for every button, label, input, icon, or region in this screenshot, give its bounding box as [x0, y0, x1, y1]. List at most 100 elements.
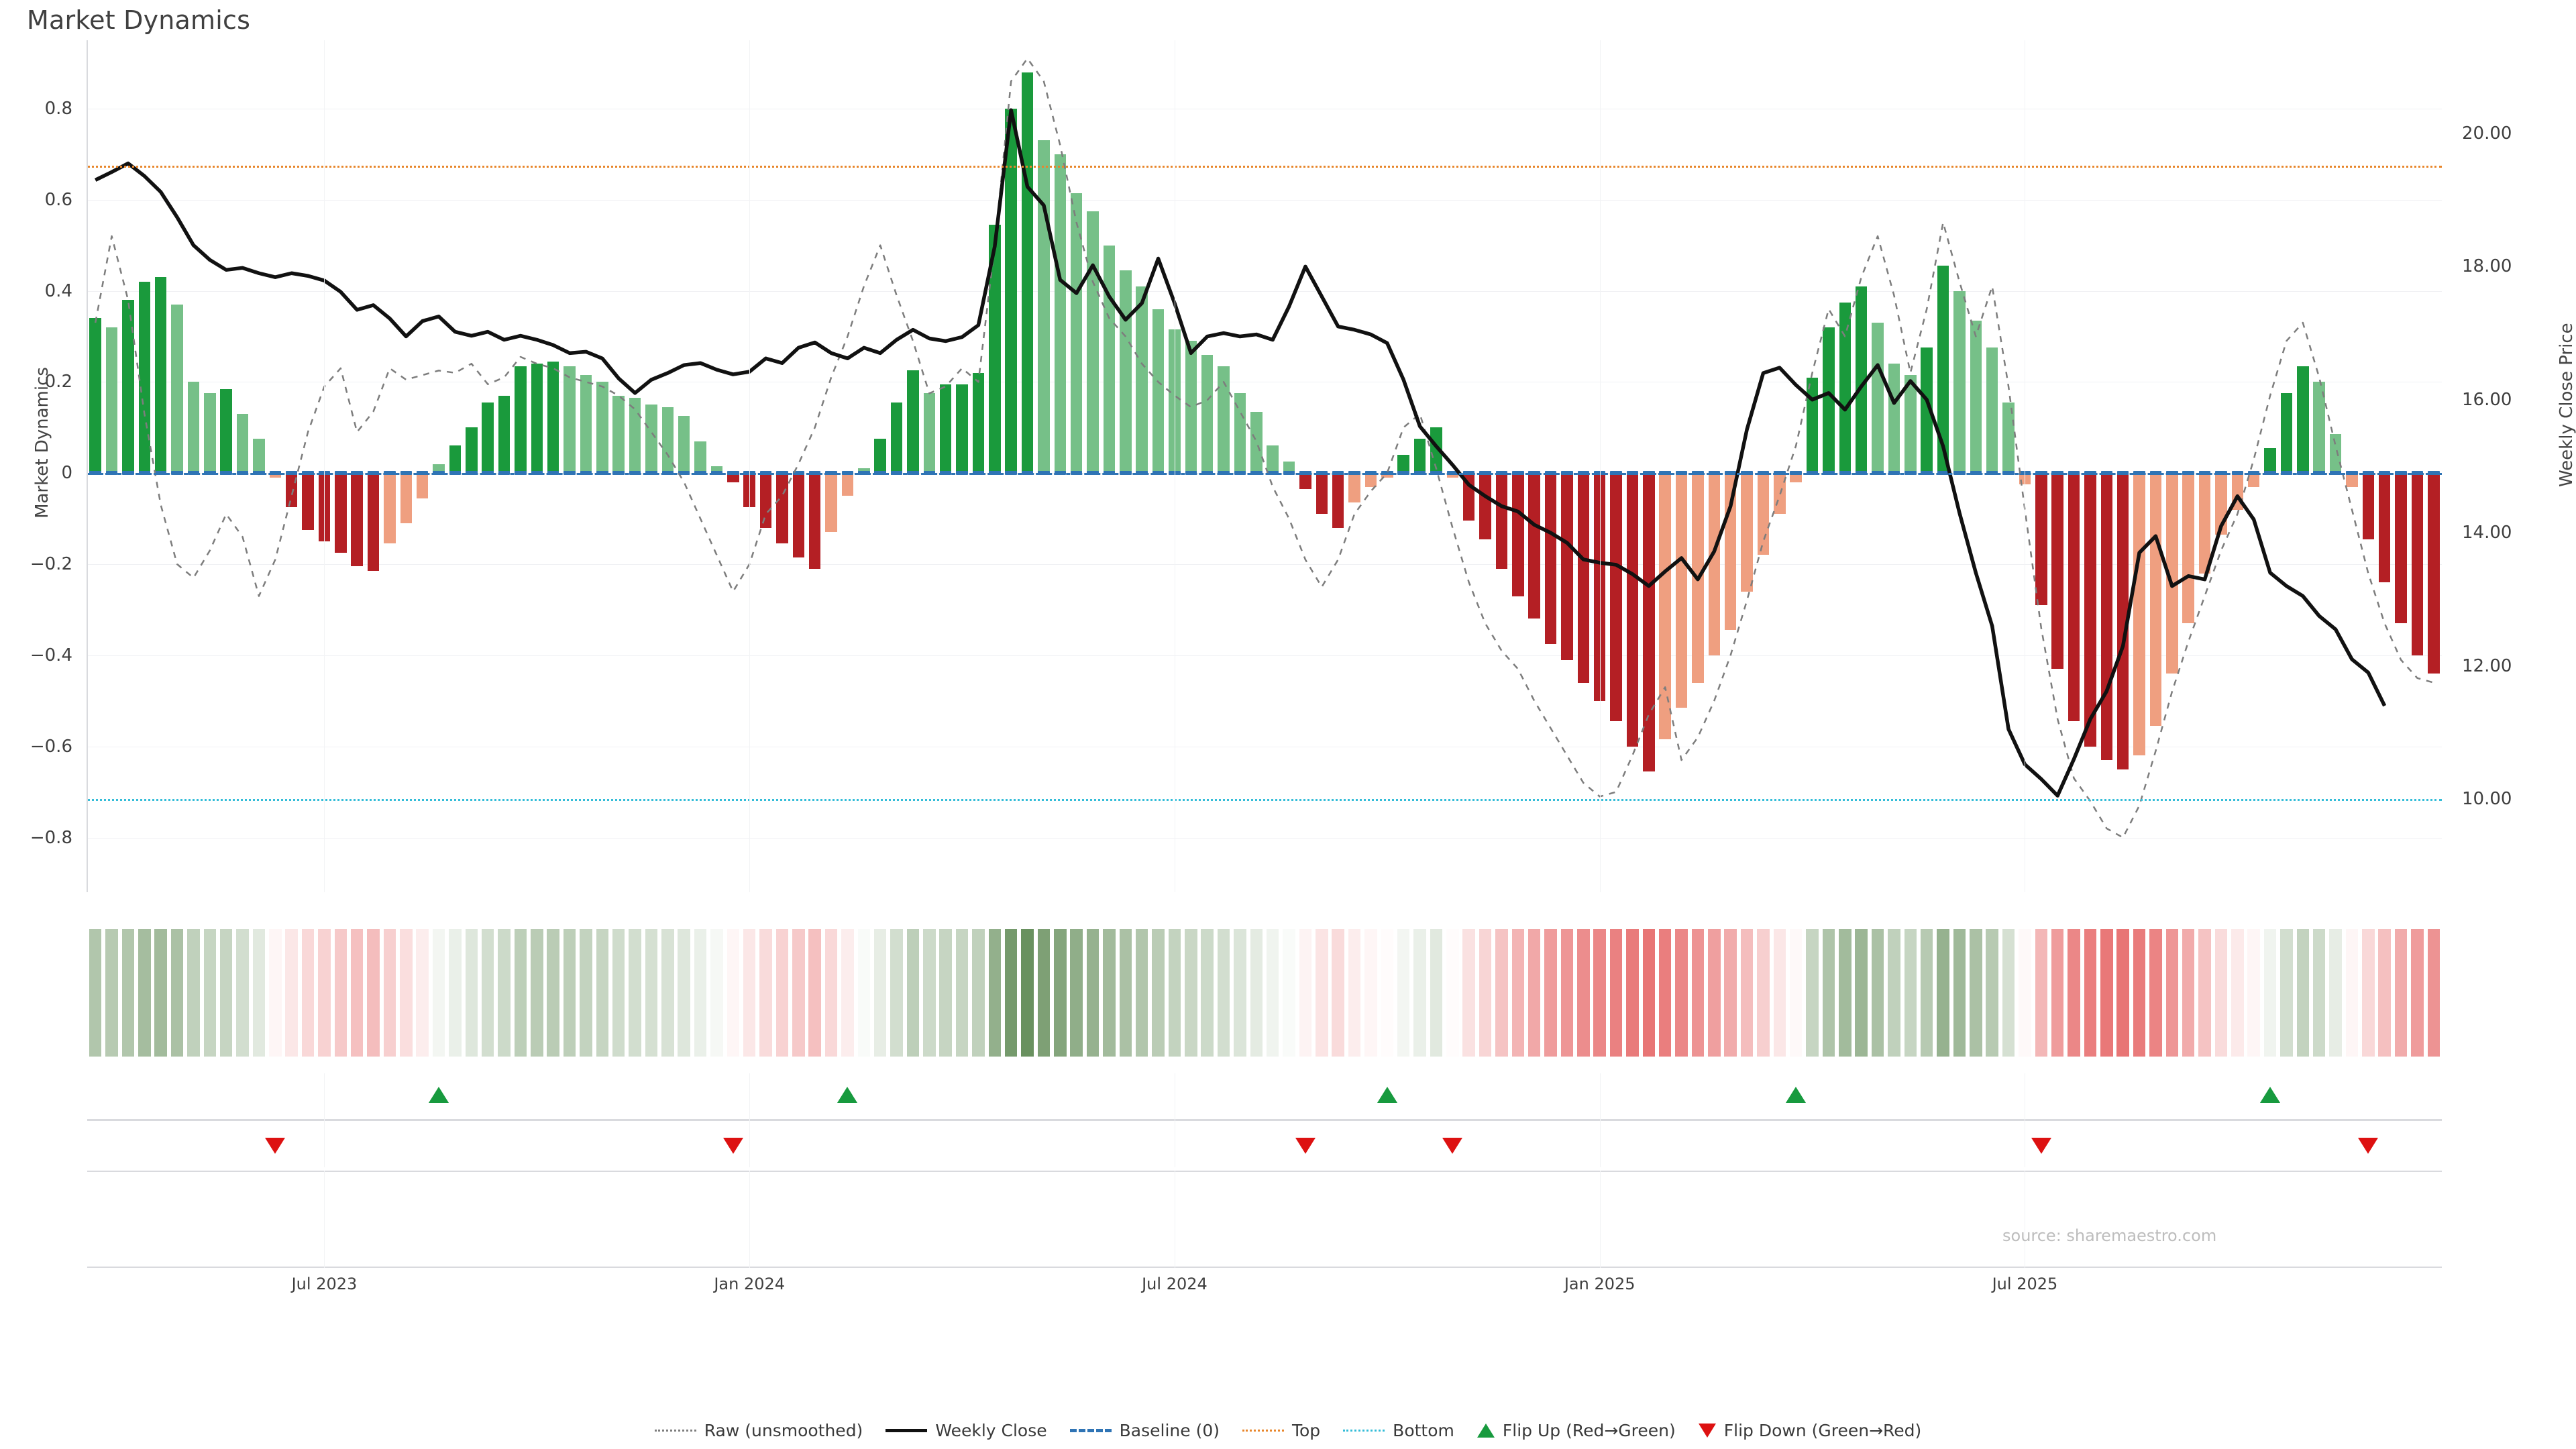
heatmap-cell — [1086, 929, 1099, 1057]
momentum-bar — [596, 382, 608, 474]
flip-up-marker[interactable] — [2260, 1087, 2281, 1103]
heatmap-cell — [2296, 929, 2310, 1057]
flip-down-marker[interactable] — [722, 1138, 743, 1154]
heatmap-cell — [1446, 929, 1459, 1057]
momentum-bar — [645, 405, 657, 474]
heatmap-cell — [1789, 929, 1803, 1057]
momentum-bar — [1823, 327, 1835, 474]
momentum-bar — [1479, 473, 1491, 539]
heatmap-cell — [2068, 929, 2080, 1057]
flip-down-marker[interactable] — [265, 1138, 286, 1154]
momentum-bar — [1610, 473, 1622, 722]
raw-line-icon — [654, 1430, 696, 1432]
flip-down-marker[interactable] — [2358, 1138, 2379, 1154]
momentum-bar — [416, 473, 429, 498]
flip-down-marker[interactable] — [1295, 1138, 1316, 1154]
legend-item-baseline[interactable]: Baseline (0) — [1069, 1421, 1220, 1440]
momentum-bar — [1888, 364, 1900, 474]
heatmap-cell — [1953, 929, 1966, 1057]
momentum-bar — [1839, 302, 1851, 474]
flip-axis-line — [87, 1119, 2442, 1121]
heatmap-cell — [269, 929, 282, 1057]
y-tick-left: 0.6 — [44, 189, 72, 210]
legend-item-flip-up[interactable]: Flip Up (Red→Green) — [1477, 1421, 1676, 1440]
heatmap-cell — [1234, 929, 1246, 1057]
momentum-bar — [154, 277, 167, 474]
heatmap-cell — [531, 929, 543, 1057]
momentum-bar — [482, 402, 494, 474]
gridline — [87, 290, 2442, 292]
heatmap-cell — [580, 929, 592, 1057]
heatmap-cell — [1299, 929, 1312, 1057]
momentum-bar — [1495, 473, 1508, 569]
y-tick-right: 12.00 — [2462, 655, 2512, 676]
momentum-bar — [2084, 473, 2096, 747]
heatmap-cell — [187, 929, 200, 1057]
legend-label-flip-down: Flip Down (Green→Red) — [1723, 1421, 1922, 1440]
heatmap-cell — [432, 929, 445, 1057]
weekly-close-line-icon — [885, 1429, 928, 1432]
heatmap-cell — [1462, 929, 1475, 1057]
heatmap-cell — [792, 929, 805, 1057]
x-tick-label: Jul 2025 — [1992, 1275, 2058, 1293]
momentum-bar — [972, 372, 985, 474]
momentum-bar — [1005, 108, 1017, 474]
legend-item-top[interactable]: Top — [1242, 1421, 1320, 1440]
heatmap-cell — [1201, 929, 1214, 1057]
heatmap-cell — [1021, 929, 1034, 1057]
y-tick-left: −0.2 — [30, 554, 72, 575]
momentum-bar — [1234, 393, 1246, 474]
heatmap-cell — [2411, 929, 2424, 1057]
heatmap-cell — [2149, 929, 2162, 1057]
flip-down-marker[interactable] — [2031, 1138, 2051, 1154]
heatmap-cell — [1495, 929, 1508, 1057]
heatmap-cell — [661, 929, 674, 1057]
heatmap-cell — [873, 929, 887, 1057]
legend-item-raw[interactable]: Raw (unsmoothed) — [654, 1421, 863, 1440]
momentum-bar — [1250, 411, 1263, 474]
legend-label-raw: Raw (unsmoothed) — [704, 1421, 863, 1440]
momentum-bar — [890, 402, 903, 474]
heatmap-cell — [1250, 929, 1263, 1057]
gridline — [87, 199, 2442, 201]
legend-item-weekly-close[interactable]: Weekly Close — [885, 1421, 1047, 1440]
x-tick-label: Jul 2024 — [1142, 1275, 1208, 1293]
legend-label-weekly-close: Weekly Close — [935, 1421, 1047, 1440]
legend-item-flip-down[interactable]: Flip Down (Green→Red) — [1698, 1421, 1922, 1440]
heatmap-cell — [824, 929, 838, 1057]
momentum-bar — [400, 473, 413, 523]
flip-up-marker[interactable] — [1377, 1087, 1397, 1103]
heatmap-cell — [1871, 929, 1884, 1057]
heatmap-cell — [334, 929, 347, 1057]
momentum-bar — [874, 439, 886, 474]
momentum-bar — [466, 427, 478, 474]
heatmap-cell — [1217, 929, 1230, 1057]
momentum-bar — [138, 281, 151, 474]
momentum-bar — [1054, 154, 1067, 474]
momentum-bar — [2182, 473, 2194, 624]
legend-item-bottom[interactable]: Bottom — [1343, 1421, 1454, 1440]
heatmap-cell — [1397, 929, 1410, 1057]
heatmap-cell — [1152, 929, 1165, 1057]
momentum-bar — [1921, 347, 1933, 474]
flip-down-marker[interactable] — [1442, 1138, 1463, 1154]
momentum-bar — [1626, 473, 1639, 747]
y-tick-right: 16.00 — [2462, 389, 2512, 410]
momentum-bar — [1528, 473, 1540, 619]
flip-up-marker[interactable] — [837, 1087, 858, 1103]
flip-up-marker[interactable] — [1786, 1087, 1807, 1103]
heatmap-cell — [2280, 929, 2293, 1057]
triangle-up-icon — [1477, 1424, 1495, 1438]
momentum-bar — [710, 466, 723, 474]
heatmap-cell — [596, 929, 609, 1057]
heatmap-cell — [629, 929, 641, 1057]
heatmap-cell — [236, 929, 249, 1057]
gridline — [87, 564, 2442, 566]
momentum-bar — [808, 473, 821, 569]
flip-up-marker[interactable] — [429, 1087, 449, 1103]
y-tick-left: 0 — [61, 463, 72, 484]
heatmap-cell — [1708, 929, 1721, 1057]
momentum-bar — [1087, 211, 1099, 474]
heatmap-cell — [1593, 929, 1606, 1057]
heatmap-cell — [1937, 929, 1949, 1057]
